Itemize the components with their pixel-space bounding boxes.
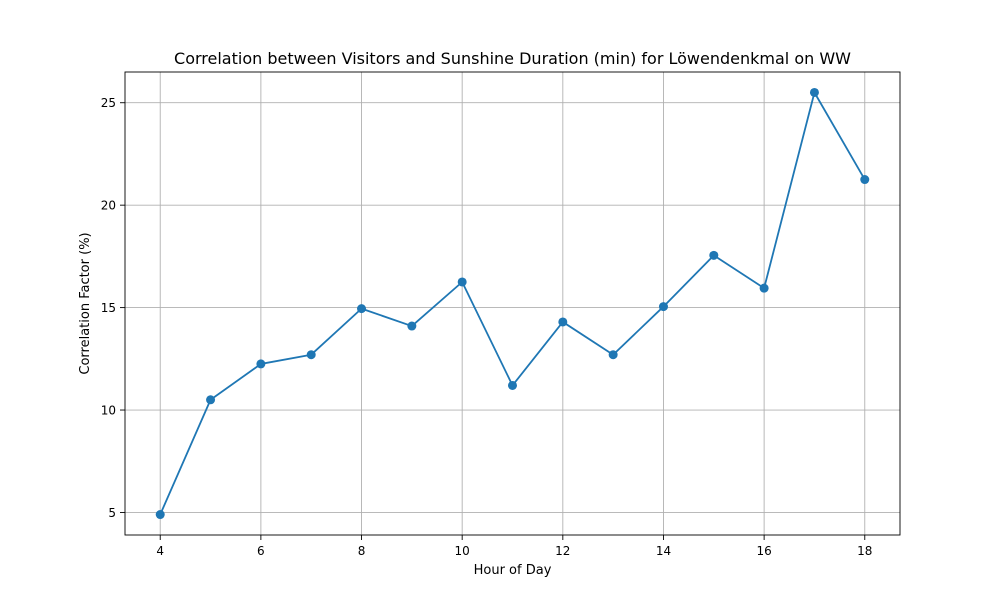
- y-tick-label: 25: [101, 96, 116, 110]
- series: [155, 87, 870, 520]
- x-tick-label: 18: [857, 544, 872, 558]
- x-tick-label: 4: [156, 544, 164, 558]
- data-point: [155, 510, 165, 520]
- x-axis: 4 6 8 10 12 14 16 18: [156, 535, 872, 558]
- x-tick-label: 8: [358, 544, 366, 558]
- y-tick-label: 15: [101, 301, 116, 315]
- y-axis: 5 10 15 20 25: [101, 96, 125, 520]
- chart-title: Correlation between Visitors and Sunshin…: [174, 49, 851, 68]
- data-point: [558, 317, 568, 327]
- x-tick-label: 14: [656, 544, 671, 558]
- y-tick-label: 5: [108, 506, 116, 520]
- data-point: [658, 302, 668, 312]
- data-point: [357, 304, 367, 314]
- x-tick-label: 10: [455, 544, 470, 558]
- data-point: [256, 359, 266, 369]
- data-point: [407, 321, 417, 331]
- data-point: [608, 350, 618, 360]
- data-point: [809, 87, 819, 97]
- x-axis-label: Hour of Day: [474, 563, 552, 578]
- x-tick-label: 16: [756, 544, 771, 558]
- x-tick-label: 12: [555, 544, 570, 558]
- grid: [125, 72, 900, 535]
- y-tick-label: 20: [101, 199, 116, 213]
- plot-frame: [124, 71, 901, 536]
- data-point: [306, 350, 316, 360]
- data-point: [457, 277, 467, 287]
- data-point: [759, 283, 769, 293]
- data-point: [709, 250, 719, 260]
- data-point: [206, 395, 216, 405]
- y-axis-label: Correlation Factor (%): [78, 232, 93, 374]
- plot-area-background: [125, 72, 900, 535]
- y-tick-label: 10: [101, 404, 116, 418]
- data-point: [508, 380, 517, 390]
- x-tick-label: 6: [257, 544, 265, 558]
- data-point: [860, 175, 870, 185]
